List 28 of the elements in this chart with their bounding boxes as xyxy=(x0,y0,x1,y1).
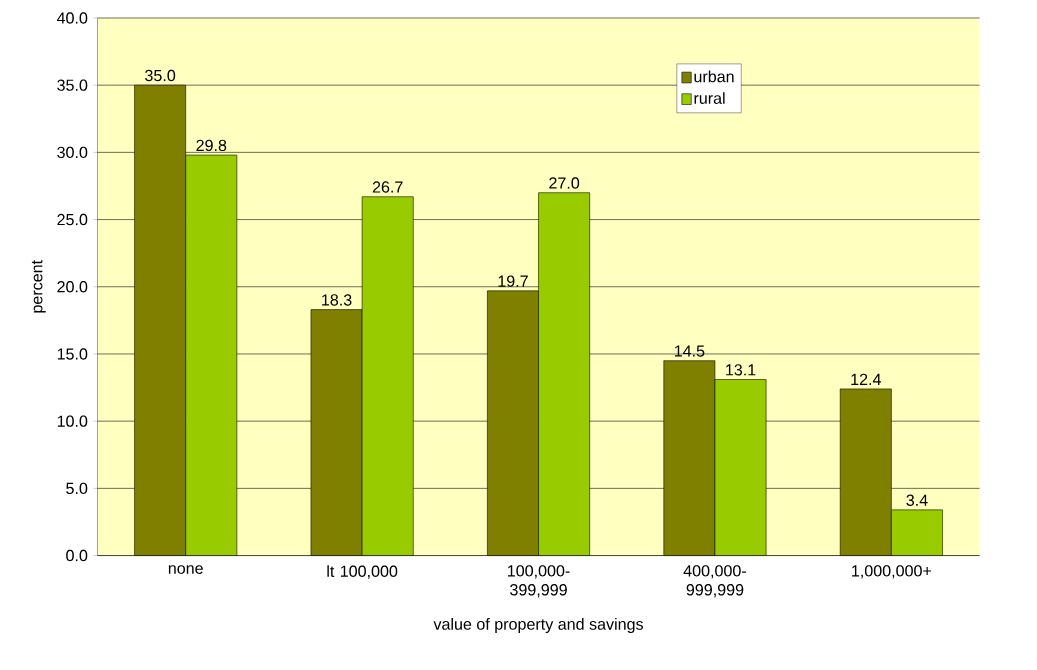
y-tick-label: 35.0 xyxy=(57,79,88,91)
data-label: 19.7 xyxy=(498,275,528,287)
y-tick-label: 20.0 xyxy=(57,281,88,293)
x-tick-label: 1,000,000+ xyxy=(852,565,932,579)
data-label: 29.8 xyxy=(196,139,227,152)
x-tick-label: 100,000-399,999 xyxy=(508,565,570,598)
y-tick-label: 40.0 xyxy=(56,12,88,24)
data-label: 27.0 xyxy=(549,177,580,189)
data-label: 14.5 xyxy=(674,345,705,357)
legend-label: urban xyxy=(694,70,734,83)
data-label: 35.0 xyxy=(145,69,176,82)
data-label: 26.7 xyxy=(372,181,403,193)
y-tick-label: 15.0 xyxy=(57,348,88,360)
data-label: 18.3 xyxy=(322,294,352,306)
y-axis-title: percent xyxy=(31,260,46,313)
x-axis-title: value of property and savings xyxy=(433,617,644,633)
data-label: 3.4 xyxy=(906,494,928,506)
y-tick-label: 25.0 xyxy=(57,213,88,226)
y-tick-label: 5.0 xyxy=(66,482,88,495)
data-label: 12.4 xyxy=(851,373,881,385)
y-tick-label: 0.0 xyxy=(66,549,88,562)
x-tick-label: lt 100,000 xyxy=(327,565,398,579)
x-tick-label: 400,000-999,999 xyxy=(683,565,746,598)
x-tick-label: none xyxy=(168,565,203,574)
y-tick-label: 30.0 xyxy=(57,146,88,159)
y-tick-label: 10.0 xyxy=(57,415,88,427)
data-label: 13.1 xyxy=(726,364,756,376)
legend-label: rural xyxy=(694,92,725,104)
